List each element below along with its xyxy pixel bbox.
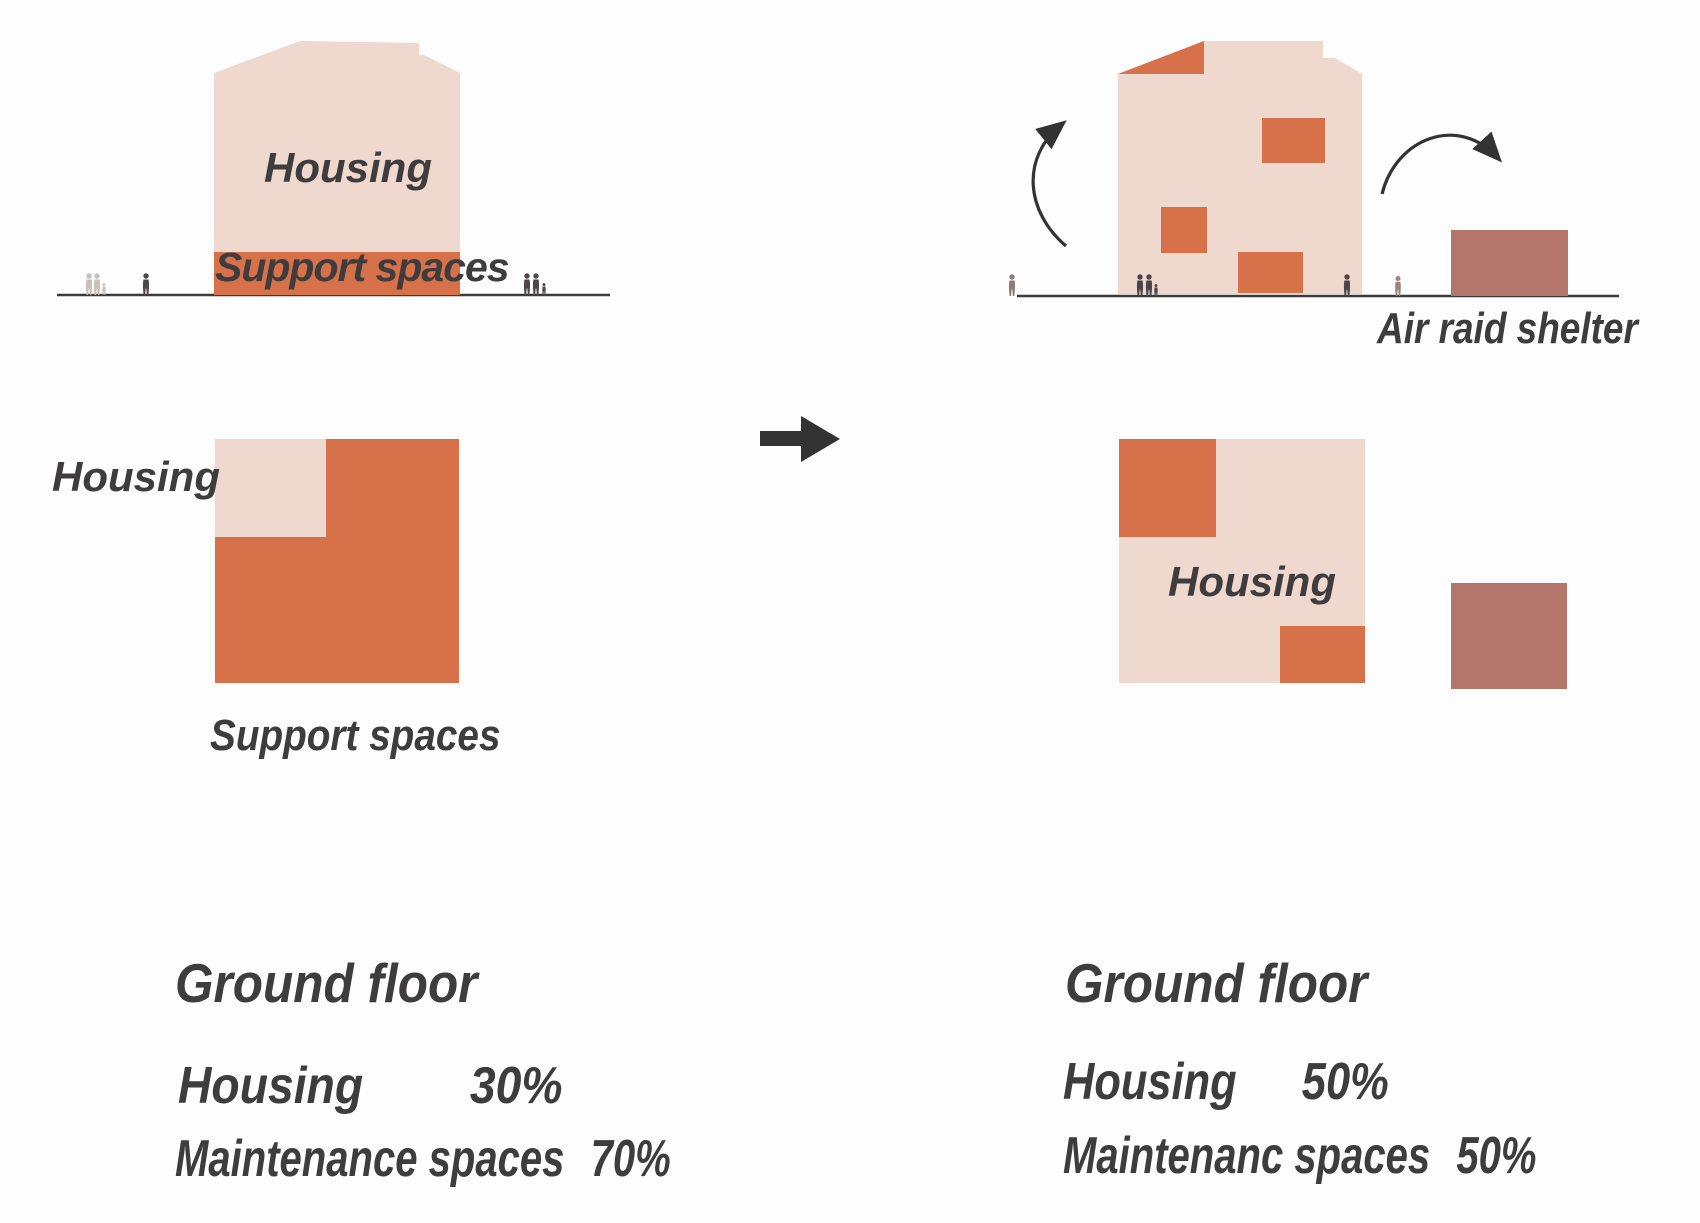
shelter-elevation-block (1451, 230, 1568, 296)
stat-label: Maintenanc spaces (1063, 1127, 1431, 1185)
stats-after-maintenance-row: Maintenanc spaces 50% (1063, 1130, 1537, 1182)
stat-value: 50% (1301, 1053, 1389, 1111)
person-icon (1395, 276, 1401, 296)
shelter-plan-block (1451, 583, 1567, 689)
lift-out-arrow-icon (1031, 120, 1068, 248)
stat-value: 30% (469, 1057, 563, 1115)
stat-label: Housing (1063, 1053, 1237, 1111)
plan-after-housing-label: Housing (1168, 558, 1336, 605)
building-after-support-patch-middle (1161, 207, 1207, 253)
building-after-support-patch-upper (1262, 118, 1325, 163)
plan-after-support-patch-bottomright (1280, 626, 1365, 683)
person-icon (142, 273, 150, 295)
building-after-roof-patch (1118, 41, 1204, 74)
people-group-light-icon (85, 273, 106, 295)
stat-label: Maintenance spaces (175, 1130, 565, 1188)
stats-before-housing-row: Housing 30% (178, 1060, 563, 1112)
transform-arrow-icon (760, 416, 840, 462)
elevation-before-housing-label: Housing (264, 144, 432, 191)
stats-after-housing-row: Housing 50% (1063, 1056, 1389, 1108)
building-after-support-patch-lower (1238, 252, 1303, 293)
person-icon (1008, 274, 1016, 296)
plan-after-support-patch-topleft (1119, 439, 1216, 537)
move-out-arrow-icon (1380, 131, 1503, 195)
stat-value: 70% (590, 1130, 671, 1188)
stats-before-title: Ground floor (175, 952, 478, 1014)
people-group-dark-icon (523, 273, 546, 295)
elevation-before-support-label: Support spaces (215, 244, 510, 290)
building-before-housing-volume (214, 41, 460, 252)
stat-label: Housing (178, 1057, 364, 1115)
stats-after-title: Ground floor (1065, 952, 1368, 1014)
plan-before-support-label: Support spaces (210, 711, 501, 760)
plan-before-housing-label: Housing (52, 453, 220, 500)
air-raid-shelter-label: Air raid shelter (1377, 304, 1638, 353)
stats-before-maintenance-row: Maintenance spaces 70% (175, 1133, 671, 1185)
plan-before-housing-area (215, 439, 326, 537)
building-before-support-band (214, 252, 460, 295)
stat-value: 50% (1456, 1127, 1537, 1185)
